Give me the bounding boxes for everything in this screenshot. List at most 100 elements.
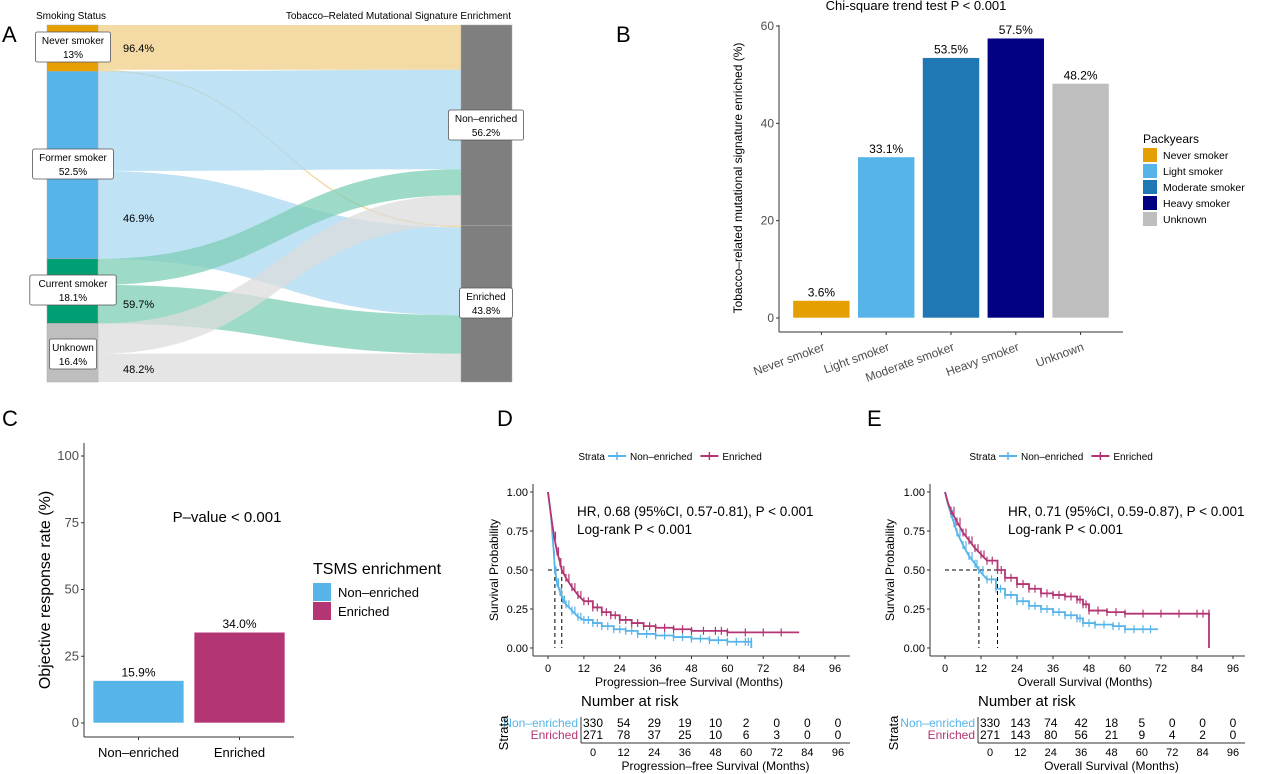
risk-table-value: 10 [709, 716, 723, 730]
y-tick-label: 60 [761, 19, 775, 33]
risk-table-value: 0 [773, 716, 780, 730]
bar-value-label: 57.5% [999, 23, 1033, 37]
bar-value-label: 53.5% [934, 43, 968, 57]
legend-label: Light smoker [1163, 166, 1224, 178]
legend-title: Packyears [1143, 132, 1199, 146]
risk-table-x-tick-label: 60 [740, 747, 752, 759]
risk-table-value: 29 [648, 716, 662, 730]
risk-table-title: Number at risk [581, 693, 679, 710]
x-tick-label: 24 [1011, 663, 1023, 675]
legend-swatch [1143, 212, 1157, 226]
risk-table-x-tick-label: 0 [590, 747, 596, 759]
legend-label: Enriched [722, 452, 761, 463]
legend-label: Non–enriched [338, 585, 419, 600]
sankey-left-title: Smoking Status [36, 11, 106, 22]
risk-table-x-tick-label: 72 [771, 747, 783, 759]
y-tick-label: 0.75 [904, 526, 925, 538]
sankey-flow [98, 169, 461, 285]
legend-swatch [1143, 196, 1157, 210]
risk-table-value: 5 [1139, 716, 1146, 730]
sankey-flow-pct-label: 48.2% [123, 364, 154, 376]
risk-table-y-axis-title: Strata [886, 715, 901, 750]
sankey-flow [98, 353, 461, 383]
risk-table-value: 42 [1074, 716, 1088, 730]
y-tick-label: 50 [65, 582, 79, 597]
y-tick-label: 1.00 [507, 487, 528, 499]
risk-table-x-tick-label: 12 [618, 747, 630, 759]
legend-label: Non–enriched [630, 452, 692, 463]
y-axis-title: Survival Probability [883, 519, 897, 621]
sankey-flow-pct-label: 59.7% [123, 299, 154, 311]
sankey-right-label-value: 56.2% [472, 128, 500, 139]
x-axis-title: Progression–free Survival (Months) [595, 675, 783, 689]
risk-table-x-tick-label: 60 [1136, 747, 1148, 759]
x-tick-label: 0 [942, 663, 948, 675]
x-tick-label: Never smoker [751, 340, 826, 379]
legend-label: Heavy smoker [1163, 198, 1231, 210]
risk-table-x-tick-label: 24 [1045, 747, 1057, 759]
risk-table-value: 143 [1010, 716, 1030, 730]
y-tick-label: 0.50 [507, 565, 528, 577]
x-tick-label: Non–enriched [98, 745, 179, 760]
legend-swatch [1143, 180, 1157, 194]
risk-table-value: 19 [678, 716, 692, 730]
risk-table-value: 78 [617, 728, 631, 742]
legend-label: Enriched [338, 604, 389, 619]
os-km-panel: Strata Non–enriched Enriched0.000.250.500.… [883, 452, 1245, 773]
risk-table-title: Number at risk [978, 693, 1076, 710]
risk-table-value: 0 [1199, 716, 1206, 730]
risk-table-x-tick-label: 72 [1166, 747, 1178, 759]
x-tick-label: 96 [829, 663, 841, 675]
sankey-left-label-value: 52.5% [59, 167, 87, 178]
hr-annotation: Log-rank P < 0.001 [577, 522, 692, 537]
panel-label-b: B [616, 22, 631, 47]
sankey-right-label-box [459, 287, 513, 319]
legend-label: Enriched [1113, 452, 1152, 463]
y-axis-title: Tobacco–related mutational signature enr… [731, 43, 745, 314]
risk-table-value: 6 [743, 728, 750, 742]
x-tick-label: 84 [1191, 663, 1203, 675]
risk-table-y-axis-title: Strata [496, 715, 511, 750]
risk-table-x-tick-label: 48 [709, 747, 721, 759]
panel-label-d: D [497, 406, 513, 431]
legend-label: Moderate smoker [1163, 182, 1245, 194]
risk-table-value: 56 [1074, 728, 1088, 742]
risk-table-strata-label: Non–enriched [900, 716, 975, 730]
risk-table-value: 4 [1169, 728, 1176, 742]
sankey-flow [98, 25, 461, 70]
risk-table-value: 330 [583, 716, 603, 730]
x-tick-label: 72 [757, 663, 769, 675]
sankey-flow-pct-label: 96.4% [123, 43, 154, 55]
sankey-left-label-name: Current smoker [39, 279, 109, 290]
y-tick-label: 75 [65, 515, 79, 530]
bar [857, 156, 916, 319]
sankey-panel: Smoking Status Tobacco–Related Mutational… [29, 11, 524, 383]
panel-label-a: A [2, 22, 17, 47]
risk-table-x-tick-label: 0 [987, 747, 993, 759]
legend-title: TSMS enrichment [313, 561, 442, 578]
bar-value-label: 15.9% [121, 666, 155, 680]
x-axis-title: Overall Survival (Months) [1018, 675, 1153, 689]
sankey-flow [98, 69, 461, 171]
sankey-right-title: Tobacco–Related Mutational Signature Enr… [286, 11, 511, 22]
sankey-right-label-box [447, 109, 524, 141]
chart-title: Chi-square trend test P < 0.001 [826, 0, 1007, 13]
sankey-left-label-name: Unknown [52, 343, 94, 354]
x-tick-label: 36 [650, 663, 662, 675]
sankey-left-label-value: 16.4% [59, 357, 87, 368]
sankey-left-label-name: Never smoker [42, 36, 105, 47]
risk-table-x-tick-label: 84 [1197, 747, 1209, 759]
sankey-flow-pct-label: 46.9% [123, 213, 154, 225]
risk-table-value: 18 [1105, 716, 1119, 730]
x-tick-label: 84 [793, 663, 805, 675]
y-tick-label: 0.00 [904, 643, 925, 655]
y-tick-label: 0.25 [507, 604, 528, 616]
risk-table-value: 0 [835, 716, 842, 730]
y-tick-label: 0.50 [904, 565, 925, 577]
risk-table-value: 25 [678, 728, 692, 742]
risk-table-x-tick-label: 48 [1105, 747, 1117, 759]
risk-table-value: 54 [617, 716, 631, 730]
sankey-left-label-box [32, 148, 114, 180]
sankey-right-label-name: Enriched [466, 292, 505, 303]
